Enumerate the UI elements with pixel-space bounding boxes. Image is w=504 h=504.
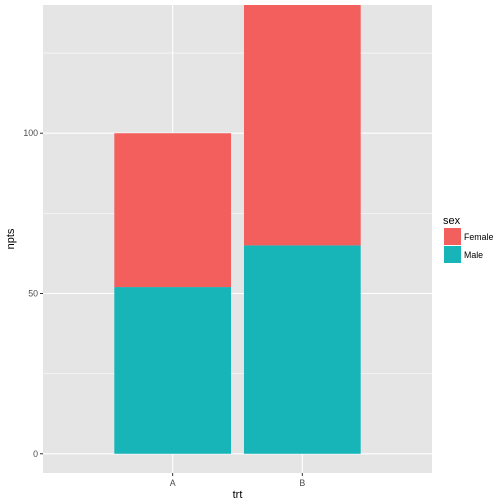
x-axis-title: trt — [233, 489, 243, 501]
y-axis: 0 50 100 — [23, 128, 43, 459]
x-tick-label: A — [170, 478, 176, 488]
minor-gridlines — [43, 52, 432, 374]
bar-female-b — [243, 5, 361, 246]
x-tick-label: B — [299, 478, 305, 488]
legend-label-male: Male — [464, 250, 483, 260]
bar-male-a — [114, 287, 232, 454]
legend-label-female: Female — [464, 232, 493, 242]
y-tick-label: 0 — [33, 449, 38, 459]
bar-female-a — [114, 133, 232, 288]
y-axis-title: npts — [5, 228, 17, 249]
bars — [114, 5, 361, 454]
bar-male-b — [243, 245, 361, 454]
legend: sex Female Male — [443, 215, 493, 263]
legend-title: sex — [443, 215, 461, 227]
legend-key-male — [444, 246, 461, 263]
y-tick-label: 100 — [23, 128, 38, 138]
legend-key-female — [444, 228, 461, 245]
plot-panel — [43, 5, 432, 473]
y-tick-label: 50 — [28, 288, 38, 298]
